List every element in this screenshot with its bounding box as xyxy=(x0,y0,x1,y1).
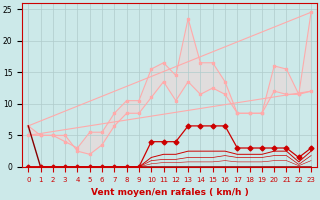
X-axis label: Vent moyen/en rafales ( km/h ): Vent moyen/en rafales ( km/h ) xyxy=(91,188,249,197)
